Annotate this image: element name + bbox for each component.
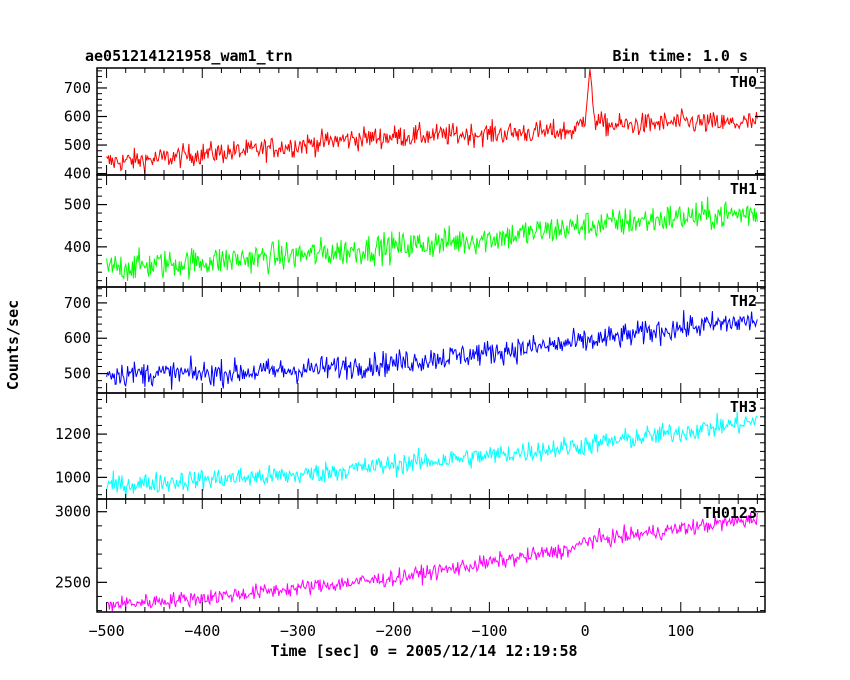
y-tick-label: 1000 [55, 468, 91, 486]
series-line-th1 [106, 196, 758, 282]
panel-name-label: TH3 [730, 398, 757, 416]
panel-name-label: TH0123 [703, 504, 757, 522]
panel-frame [96, 498, 766, 613]
panel-name-label: TH2 [730, 292, 757, 310]
y-tick-label: 400 [64, 165, 91, 183]
y-tick-label: 2500 [55, 573, 91, 591]
x-tick-label: 100 [667, 622, 694, 640]
x-tick-label: −500 [89, 622, 125, 640]
panel-th1: 400 500 TH1 [64, 174, 766, 288]
panel-name-label: TH1 [730, 180, 757, 198]
chart-title: ae051214121958_wam1_trn [85, 47, 293, 65]
y-tick-label: 700 [64, 294, 91, 312]
y-tick-label: 500 [64, 136, 91, 154]
x-tick-label: 0 [581, 622, 590, 640]
y-tick-label: 400 [64, 238, 91, 256]
series-line-th0 [106, 69, 758, 175]
x-tick-label: −100 [471, 622, 507, 640]
y-tick-label: 700 [64, 79, 91, 97]
x-tick-label: −400 [184, 622, 220, 640]
y-tick-label: 1200 [55, 425, 91, 443]
panel-th3: 1000 1200 TH3 [55, 392, 766, 500]
y-axis-label: Counts/sec [4, 300, 22, 390]
y-tick-label: 600 [64, 108, 91, 126]
panel-th0: 400 500 600 700 TH0 [64, 67, 766, 183]
x-tick-label: −300 [280, 622, 316, 640]
y-tick-label: 3000 [55, 503, 91, 521]
panel-frame [96, 174, 766, 288]
panel-name-label: TH0 [730, 73, 757, 91]
series-line-th0123 [106, 512, 758, 612]
y-tick-label: 600 [64, 329, 91, 347]
y-tick-label: 500 [64, 365, 91, 383]
panel-th2: 500 600 700 TH2 [64, 286, 766, 394]
panel-th0123: 2500 3000 TH0123 [55, 498, 766, 613]
series-line-th3 [106, 411, 758, 499]
x-axis-label: Time [sec] 0 = 2005/12/14 12:19:58 [270, 642, 577, 660]
series-line-th2 [106, 310, 758, 390]
bin-time-label: Bin time: 1.0 s [613, 47, 748, 65]
y-tick-label: 500 [64, 196, 91, 214]
x-tick-label: −200 [376, 622, 412, 640]
